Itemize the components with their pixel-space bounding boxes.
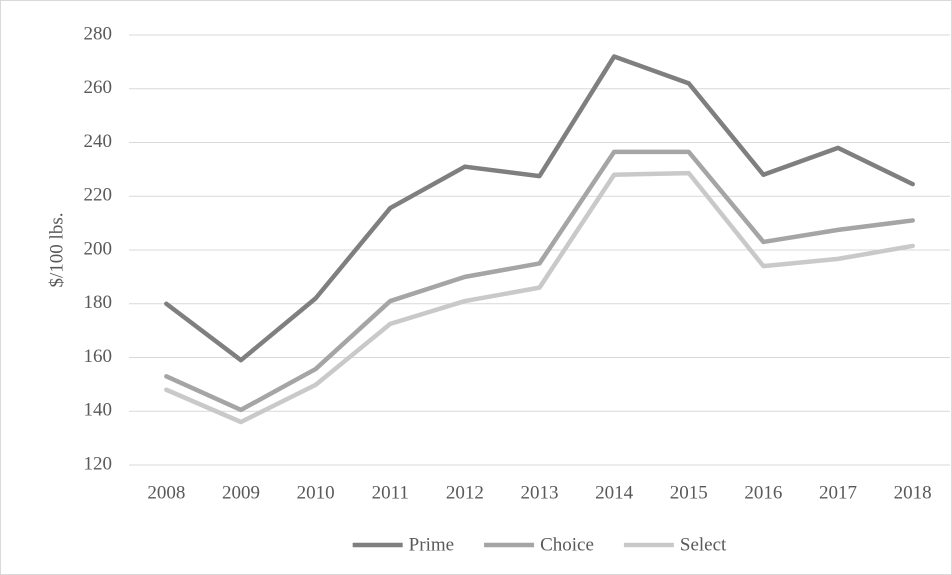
y-tick-label: 180 bbox=[84, 292, 113, 313]
y-tick-label: 260 bbox=[84, 77, 113, 98]
y-tick-label: 280 bbox=[84, 23, 113, 44]
y-tick-label: 240 bbox=[84, 131, 113, 152]
y-axis-label: $/100 lbs. bbox=[46, 213, 67, 288]
y-tick-label: 220 bbox=[84, 185, 113, 206]
x-tick-label: 2010 bbox=[297, 482, 335, 503]
y-tick-label: 200 bbox=[84, 238, 113, 259]
x-tick-label: 2013 bbox=[521, 482, 559, 503]
legend-label: Choice bbox=[540, 534, 594, 555]
x-tick-label: 2014 bbox=[595, 482, 634, 503]
x-tick-label: 2008 bbox=[147, 482, 185, 503]
y-tick-label: 120 bbox=[84, 453, 113, 474]
x-tick-label: 2018 bbox=[894, 482, 932, 503]
legend-label: Select bbox=[680, 534, 727, 555]
y-tick-label: 140 bbox=[84, 400, 113, 421]
y-tick-label: 160 bbox=[84, 346, 113, 367]
x-tick-label: 2011 bbox=[372, 482, 409, 503]
x-tick-label: 2009 bbox=[222, 482, 260, 503]
x-tick-label: 2016 bbox=[744, 482, 782, 503]
x-tick-label: 2012 bbox=[446, 482, 484, 503]
x-tick-label: 2015 bbox=[670, 482, 708, 503]
series-line bbox=[164, 170, 915, 425]
legend-label: Prime bbox=[409, 534, 454, 555]
series-line bbox=[164, 54, 915, 363]
x-tick-label: 2017 bbox=[819, 482, 857, 503]
series-line bbox=[164, 149, 915, 413]
